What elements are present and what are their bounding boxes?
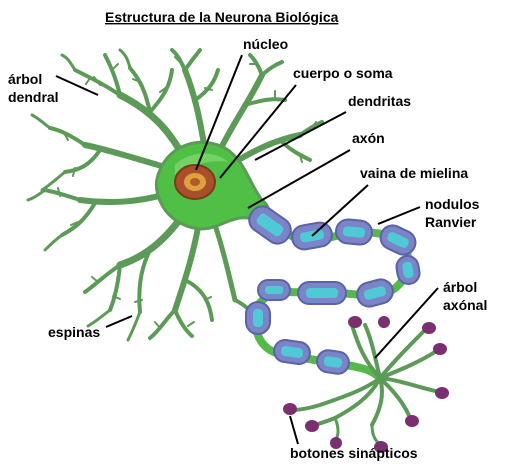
bouton — [305, 420, 319, 432]
leader-nucleo — [195, 54, 243, 171]
bouton — [374, 441, 388, 453]
label-arbol-dendral-1: árbol — [8, 71, 42, 87]
label-nodulos-1: nodulos — [425, 196, 480, 212]
bouton — [348, 316, 362, 328]
label-espinas: espinas — [48, 324, 100, 340]
leader-arbol-axonal — [374, 287, 439, 359]
label-arbol-axonal-2: axónal — [443, 297, 487, 313]
leader-cuerpo — [219, 84, 297, 179]
leader-dendritas — [254, 111, 347, 161]
leader-vaina — [311, 184, 369, 237]
leader-botones — [289, 415, 299, 445]
label-cuerpo: cuerpo o soma — [293, 65, 393, 81]
leader-nodulos — [377, 206, 421, 225]
bouton — [435, 387, 449, 399]
label-arbol-axonal-1: árbol — [443, 279, 477, 295]
label-arbol-dendral-2: dendral — [8, 89, 59, 105]
bouton — [330, 437, 342, 449]
label-botones: botones sinápticos — [290, 445, 418, 461]
leader-espinas — [105, 315, 133, 328]
leader-axon — [247, 149, 351, 209]
nucleus — [174, 164, 216, 200]
label-axon: axón — [352, 130, 385, 146]
myelin-sheath — [245, 205, 421, 375]
bouton — [433, 343, 447, 355]
label-nucleo: núcleo — [243, 36, 288, 52]
synaptic-boutons — [283, 316, 449, 453]
bouton — [422, 322, 436, 334]
labels: núcleo cuerpo o soma árbol dendral dendr… — [8, 36, 487, 461]
leader-arbol-dendral — [55, 75, 99, 96]
label-nodulos-2: Ranvier — [425, 214, 477, 230]
label-vaina: vaina de mielina — [360, 165, 468, 181]
label-dendritas: dendritas — [348, 93, 411, 109]
bouton — [405, 415, 419, 427]
diagram-title: Estructura de la Neurona Biológica — [105, 9, 339, 25]
bouton — [283, 403, 297, 415]
bouton — [378, 316, 390, 328]
